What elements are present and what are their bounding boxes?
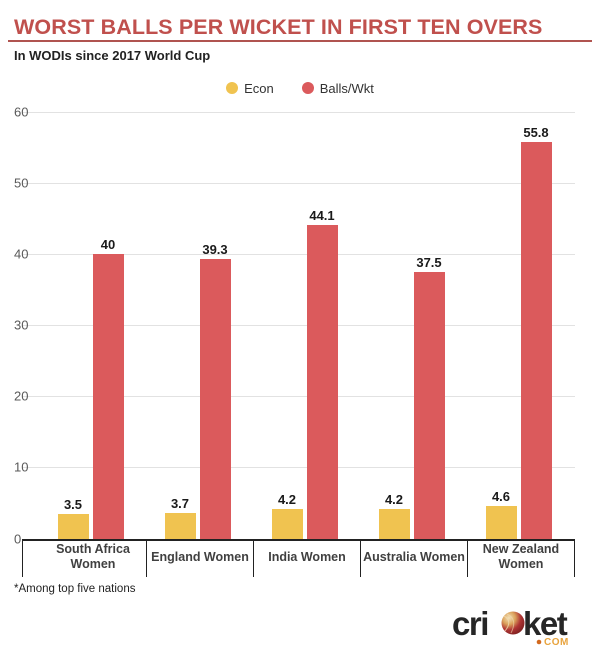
svg-text:cri: cri — [452, 605, 488, 642]
svg-text:COM: COM — [544, 637, 569, 647]
